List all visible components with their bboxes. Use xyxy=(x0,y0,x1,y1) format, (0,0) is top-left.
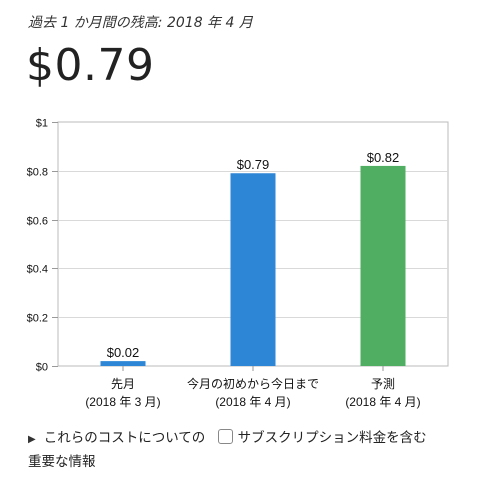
y-tick-label: $0.6 xyxy=(27,216,48,228)
x-tick-label: (2018 年 4 月) xyxy=(215,395,290,409)
important-info-label-continued: 重要な情報 xyxy=(28,454,96,470)
details-row: ▶ これらのコストについての サブスクリプション料金を含む重要な情報 xyxy=(28,427,468,473)
x-tick-label: (2018 年 3 月) xyxy=(85,395,160,409)
important-info-toggle[interactable]: ▶ これらのコストについての xyxy=(28,430,205,446)
bar xyxy=(360,165,406,366)
y-tick-label: $1 xyxy=(36,118,48,130)
balance-amount: $0.79 xyxy=(26,40,155,91)
cost-bar-chart: $0 $0.2 $0.4 $0.6 $0.8 $1 $0.02 先月 (2018 年 3 月) $… xyxy=(27,118,449,409)
bar-data-label: $0.82 xyxy=(367,150,400,165)
checkbox-box[interactable] xyxy=(217,429,233,444)
y-tick-label: $0 xyxy=(36,362,48,374)
x-tick-label: 先月 xyxy=(111,377,135,391)
balance-period-subtitle: 過去 1 か月間の残高: 2018 年 4 月 xyxy=(28,15,253,31)
x-tick-label: 予測 xyxy=(371,377,395,391)
y-tick-label: $0.8 xyxy=(27,167,48,179)
bar-data-label: $0.02 xyxy=(107,345,140,360)
y-tick-label: $0.2 xyxy=(27,313,48,325)
triangle-right-icon: ▶ xyxy=(28,434,36,445)
bar xyxy=(230,173,276,366)
y-tick-label: $0.4 xyxy=(27,264,48,276)
x-tick-label: (2018 年 4 月) xyxy=(345,395,420,409)
x-tick-label: 今月の初めから今日まで xyxy=(187,376,319,391)
important-info-label: これらのコストについての xyxy=(43,430,206,446)
bar-data-label: $0.79 xyxy=(237,157,270,172)
include-subscription-checkbox[interactable]: サブスクリプション料金を含む xyxy=(217,429,427,446)
include-subscription-label: サブスクリプション料金を含む xyxy=(237,430,427,446)
bar xyxy=(100,361,146,366)
